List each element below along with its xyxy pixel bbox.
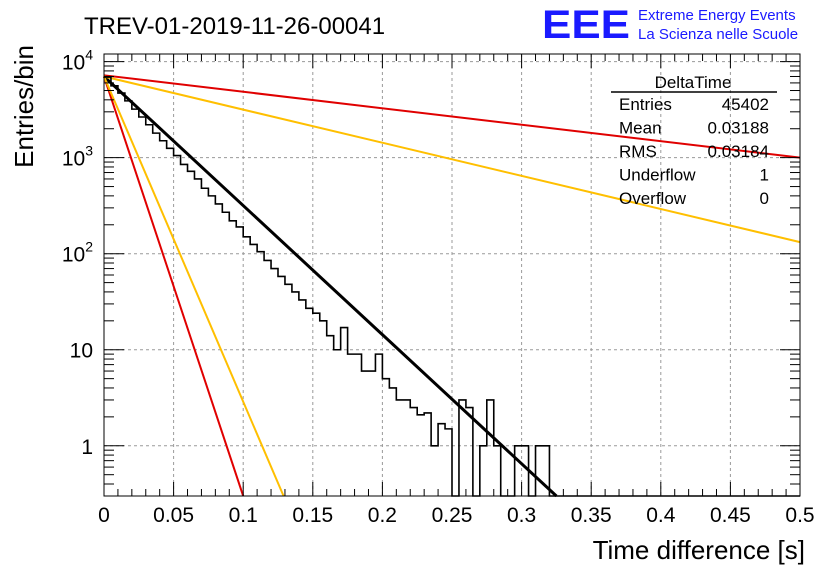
y-tick-label: 10 (70, 340, 93, 363)
x-tick-label: 0.05 (153, 504, 194, 527)
stats-row-label: Entries (619, 95, 672, 114)
logo-line-2: La Scienza nelle Scuole (638, 26, 798, 43)
stats-row-value: 1 (760, 166, 769, 185)
x-tick-labels: 0 0.05 0.1 0.15 0.2 0.25 0.3 0.35 0.4 0.45 0.5 (98, 504, 814, 527)
x-tick-label: 0.25 (432, 504, 473, 527)
y-tick-label: 1 (81, 436, 93, 459)
chart-title: TREV-01-2019-11-26-00041 (84, 13, 385, 40)
stats-box: DeltaTime Entries 45402 Mean 0.03188 RMS 0.03… (611, 73, 777, 208)
stats-rows: Entries 45402 Mean 0.03188 RMS 0.03184 Underfl… (619, 95, 769, 208)
logo-line-1: Extreme Energy Events (638, 7, 796, 24)
fit-curves (102, 74, 801, 498)
fit-curve (103, 76, 245, 497)
logo-letters: EEE (542, 3, 630, 47)
stats-row-value: 0.03184 (708, 142, 769, 161)
x-tick-label: 0.4 (646, 504, 676, 527)
stats-row-label: RMS (619, 142, 657, 161)
fit-curve (102, 75, 558, 498)
x-tick-label: 0.2 (368, 504, 397, 527)
stats-row-label: Underflow (619, 166, 696, 185)
axis-ticks (103, 54, 801, 497)
x-tick-label: 0.15 (292, 504, 333, 527)
fit-curve (103, 74, 801, 159)
x-tick-label: 0.1 (229, 504, 258, 527)
grid (104, 54, 800, 496)
y-tick-label: 103 (62, 143, 93, 171)
eee-logo: EEE Extreme Energy Events La Scienza nel… (542, 3, 798, 47)
x-tick-label: 0.5 (785, 504, 814, 527)
stats-row-value: 45402 (722, 95, 769, 114)
x-tick-label: 0.45 (710, 504, 751, 527)
fit-curve (103, 75, 801, 244)
y-tick-labels: 1 10 102 103 104 (62, 47, 93, 459)
y-tick-label: 104 (62, 47, 93, 75)
stats-row-label: Overflow (619, 189, 687, 208)
stats-row-value: 0 (760, 189, 769, 208)
y-axis-label: Entries/bin (9, 45, 39, 168)
x-tick-label: 0.3 (507, 504, 536, 527)
stats-row-label: Mean (619, 119, 662, 138)
y-tick-label: 102 (62, 239, 93, 267)
stats-title: DeltaTime (655, 73, 732, 92)
stats-row-value: 0.03188 (708, 119, 769, 138)
x-tick-label: 0.35 (571, 504, 612, 527)
x-axis-label: Time difference [s] (593, 535, 805, 565)
plot-area: 0 0.05 0.1 0.15 0.2 0.25 0.3 0.35 0.4 0.45 0.5 110… (62, 47, 815, 527)
fit-curve (103, 76, 285, 497)
x-tick-label: 0 (98, 504, 110, 527)
